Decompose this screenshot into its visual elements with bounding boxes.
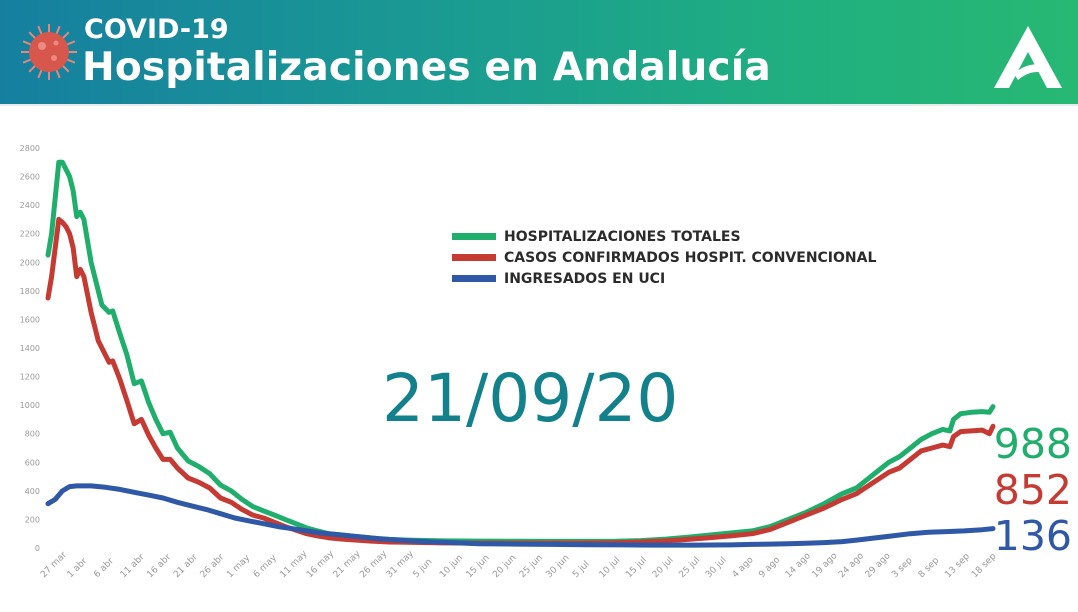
y-tick-label: 1000 — [20, 401, 40, 410]
x-tick-label: 25 jul — [677, 555, 702, 580]
x-tick-label: 14 ago — [784, 551, 813, 580]
legend-label-confirmed: CASOS CONFIRMADOS HOSPIT. CONVENCIONAL — [504, 249, 877, 266]
x-tick-label: 27 mar — [39, 550, 69, 580]
x-tick-label: 26 abr — [199, 552, 227, 580]
y-tick-label: 0 — [35, 544, 40, 553]
x-tick-label: 24 ago — [837, 551, 866, 580]
x-tick-label: 29 ago — [864, 551, 893, 580]
date-label: 21/09/20 — [382, 360, 679, 437]
x-tick-label: 21 may — [332, 549, 364, 581]
x-tick-label: 30 jul — [704, 555, 729, 580]
y-tick-label: 1400 — [20, 344, 40, 353]
x-tick-label: 25 jun — [518, 553, 545, 580]
x-tick-label: 11 may — [278, 549, 310, 581]
latest-icu-value: 136 — [993, 512, 1072, 560]
x-tick-label: 8 sep — [917, 556, 942, 581]
latest-total-value: 988 — [993, 420, 1072, 468]
y-tick-label: 1600 — [20, 315, 40, 324]
y-tick-label: 200 — [25, 515, 40, 524]
chart-legend: HOSPITALIZACIONES TOTALES CASOS CONFIRMA… — [452, 226, 876, 289]
header-title: Hospitalizaciones en Andalucía — [82, 45, 771, 90]
x-tick-label: 5 jun — [411, 557, 434, 580]
junta-andalucia-logo — [994, 26, 1062, 88]
legend-label-total: HOSPITALIZACIONES TOTALES — [504, 228, 741, 245]
x-tick-label: 15 jul — [624, 555, 649, 580]
x-tick-label: 9 ago — [757, 555, 782, 580]
y-tick-label: 600 — [25, 458, 40, 467]
y-tick-label: 2800 — [20, 144, 40, 153]
series-line-confirmed — [45, 216, 996, 546]
x-tick-label: 1 may — [225, 553, 252, 580]
x-tick-label: 6 may — [252, 553, 279, 580]
header-subtitle: COVID-19 — [84, 14, 229, 45]
legend-swatch-total — [452, 233, 496, 240]
x-tick-label: 20 jul — [651, 555, 676, 580]
legend-swatch-icu — [452, 275, 496, 282]
x-tick-label: 10 jul — [598, 555, 623, 580]
virus-icon — [21, 24, 77, 80]
y-tick-label: 1200 — [20, 373, 40, 382]
x-tick-label: 21 abr — [172, 552, 200, 580]
x-tick-label: 11 abr — [119, 552, 147, 580]
header-banner: COVID-19 Hospitalizaciones en Andalucía — [0, 0, 1078, 104]
x-tick-label: 31 may — [385, 549, 417, 581]
x-tick-label: 1 abr — [66, 556, 90, 580]
y-tick-label: 1800 — [20, 287, 40, 296]
y-tick-label: 2200 — [20, 230, 40, 239]
x-tick-label: 19 ago — [810, 551, 839, 580]
latest-confirmed-value: 852 — [993, 466, 1072, 514]
x-tick-label: 3 sep — [890, 556, 915, 581]
legend-item-icu: INGRESADOS EN UCI — [452, 268, 876, 289]
x-tick-label: 26 may — [358, 549, 390, 581]
y-tick-label: 2600 — [20, 173, 40, 182]
legend-item-confirmed: CASOS CONFIRMADOS HOSPIT. CONVENCIONAL — [452, 247, 876, 268]
series-line-total — [45, 159, 996, 544]
series-line-icu — [45, 483, 996, 548]
x-tick-label: 15 jun — [465, 553, 492, 580]
x-tick-label: 6 abr — [92, 556, 116, 580]
legend-item-total: HOSPITALIZACIONES TOTALES — [452, 226, 876, 247]
y-tick-label: 2400 — [20, 201, 40, 210]
x-tick-label: 16 abr — [145, 552, 173, 580]
x-tick-label: 4 ago — [731, 555, 756, 580]
x-tick-label: 13 sep — [943, 551, 972, 580]
y-tick-label: 2000 — [20, 258, 40, 267]
header-divider — [0, 104, 1078, 106]
x-tick-label: 16 may — [305, 549, 337, 581]
y-tick-label: 800 — [25, 430, 40, 439]
y-tick-label: 400 — [25, 487, 40, 496]
x-tick-label: 20 jun — [491, 553, 518, 580]
legend-label-icu: INGRESADOS EN UCI — [504, 270, 666, 287]
x-tick-label: 5 jul — [571, 559, 592, 580]
legend-swatch-confirmed — [452, 254, 496, 261]
x-tick-label: 10 jun — [438, 553, 465, 580]
x-tick-label: 30 jun — [544, 553, 571, 580]
